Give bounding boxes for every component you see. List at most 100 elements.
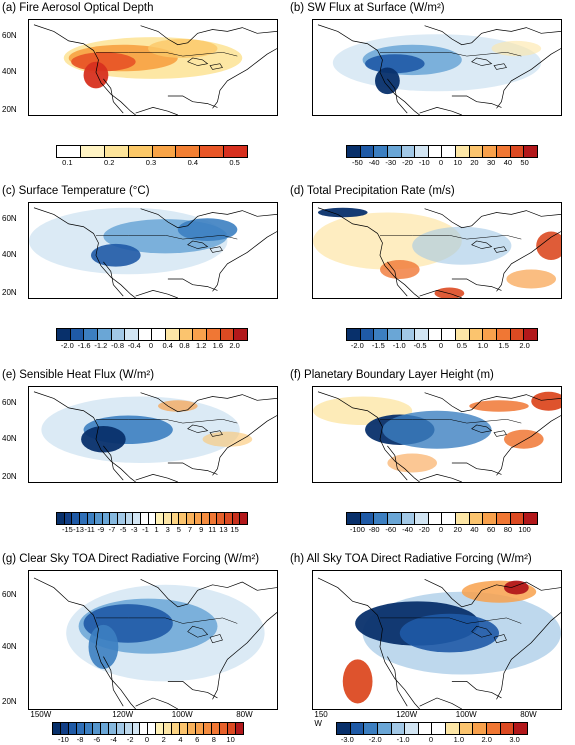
colorbar-segment [386, 146, 401, 157]
colorbar-segment [468, 329, 483, 340]
colorbar-tick-label: 40 [470, 525, 479, 534]
colorbar-tick-label: 13 [219, 525, 228, 534]
colorbar-segment [139, 723, 148, 734]
lat-label: 60N [2, 589, 17, 599]
colorbar-segment [226, 723, 235, 734]
colorbar-segment [359, 329, 374, 340]
colorbar-segment [140, 513, 148, 524]
colorbar-segment [496, 329, 510, 340]
colorbar-segment [523, 329, 537, 340]
colorbar-tick-label: -1.0 [396, 735, 410, 744]
map-field-svg [29, 203, 277, 298]
colorbar-segment [175, 146, 200, 157]
colorbar-tick-label: 11 [208, 525, 217, 534]
colorbar-segment [386, 329, 401, 340]
colorbar-tick-label: 60 [486, 525, 496, 534]
lat-label: 40N [2, 434, 17, 444]
lat-label: 20N [2, 697, 17, 707]
colorbar-segment [441, 513, 456, 524]
border [380, 618, 521, 624]
colorbar-tick-label: -5 [119, 525, 127, 534]
colorbar-segment [71, 513, 79, 524]
colorbar-segment [96, 329, 111, 340]
colorbar [56, 512, 248, 525]
colorbar-segment [147, 723, 156, 734]
field-patch [531, 391, 561, 411]
colorbar-tick-label: 1 [154, 525, 159, 534]
panel-title: (e) Sensible Heat Flux (W/m²) [2, 369, 155, 381]
panel-title: (a) Fire Aerosol Optical Depth [2, 2, 154, 14]
lat-label: 20N [2, 288, 17, 298]
colorbar-segment [185, 513, 194, 524]
colorbar-tick-label: -1.2 [94, 341, 108, 350]
lon-label: 150W [30, 710, 52, 719]
colorbar-tick-labels: 0.1 0.2 0.3 0.4 0.5 [56, 158, 246, 168]
colorbar-tick-label: 3 [165, 525, 170, 534]
field-patch [317, 207, 368, 218]
colorbar-tick-label: -11 [84, 525, 95, 534]
colorbar-tick-labels: -100 -80 -60 -40 -20 0 20 40 60 80 100 [346, 525, 536, 535]
colorbar-segment [117, 513, 125, 524]
colorbar-segment [165, 329, 179, 340]
colorbar-segment [83, 723, 92, 734]
colorbar-tick-labels: -3.0 -2.0 -1.0 0 1.0 2.0 3.0 [336, 735, 526, 745]
field-patch [491, 40, 542, 57]
colorbar-tick-label: 1.6 [212, 341, 224, 350]
colorbar-tick-label: 50 [520, 158, 529, 167]
colorbar-segment [363, 723, 377, 734]
lakes [188, 626, 223, 643]
colorbar-segment [347, 513, 360, 524]
colorbar-segment [107, 723, 116, 734]
colorbar-tick-label: 0.5 [229, 158, 240, 167]
colorbar-tick-label: 100 [518, 525, 531, 534]
field-patch [91, 243, 141, 267]
colorbar-segment [170, 513, 179, 524]
colorbar-segment [124, 513, 133, 524]
colorbar-segment [178, 329, 193, 340]
field-patch [375, 67, 400, 95]
colorbar-tick-labels: -2.0 -1.5 -1.0 -0.5 0 0.5 1.0 1.5 2.0 [346, 341, 536, 351]
colorbar-segment [123, 723, 132, 734]
border [380, 52, 521, 56]
map-h [312, 570, 562, 710]
colorbar-segment [347, 329, 360, 340]
colorbar-segment [486, 723, 500, 734]
map-c [28, 202, 278, 299]
colorbar-segment [445, 723, 459, 734]
colorbar-tick-label: -4 [110, 735, 117, 744]
colorbar-tick-label: -3.0 [340, 735, 354, 744]
field-patch [379, 260, 420, 279]
colorbar-segment [69, 329, 84, 340]
colorbar-tick-label: 5 [176, 525, 181, 534]
colorbar-tick-label: -20 [402, 158, 413, 167]
colorbar-tick-label: 10 [226, 735, 235, 744]
coastline [34, 578, 277, 709]
colorbar-segment [468, 146, 483, 157]
colorbar-tick-label: 0.5 [456, 341, 468, 350]
field-patch [387, 453, 437, 473]
colorbar-segment [496, 146, 510, 157]
colorbar-segment [179, 723, 188, 734]
colorbar-tick-label: 0 [148, 341, 154, 350]
map-field-svg [313, 203, 561, 298]
map-a [28, 19, 278, 116]
lakes [188, 58, 223, 69]
colorbar-segment [103, 146, 128, 157]
colorbar-segment [115, 723, 124, 734]
colorbar-tick-label: 6 [195, 735, 200, 744]
panel-title: (d) Total Precipitation Rate (m/s) [290, 185, 455, 197]
colorbar-tick-label: -1.6 [77, 341, 91, 350]
colorbar-segment [482, 329, 497, 340]
colorbar-segment [193, 513, 202, 524]
colorbar-segment [109, 513, 118, 524]
coastline [34, 392, 277, 482]
colorbar-segment [414, 329, 428, 340]
lat-label: 40N [2, 250, 17, 260]
colorbar-tick-label: -80 [368, 525, 380, 534]
colorbar-tick-label: -10 [418, 158, 430, 167]
colorbar [346, 512, 538, 525]
field-patch [434, 287, 465, 298]
colorbar-segment [101, 513, 110, 524]
field-patch [506, 269, 557, 289]
panel-title: (c) Surface Temperature (°C) [2, 185, 150, 197]
